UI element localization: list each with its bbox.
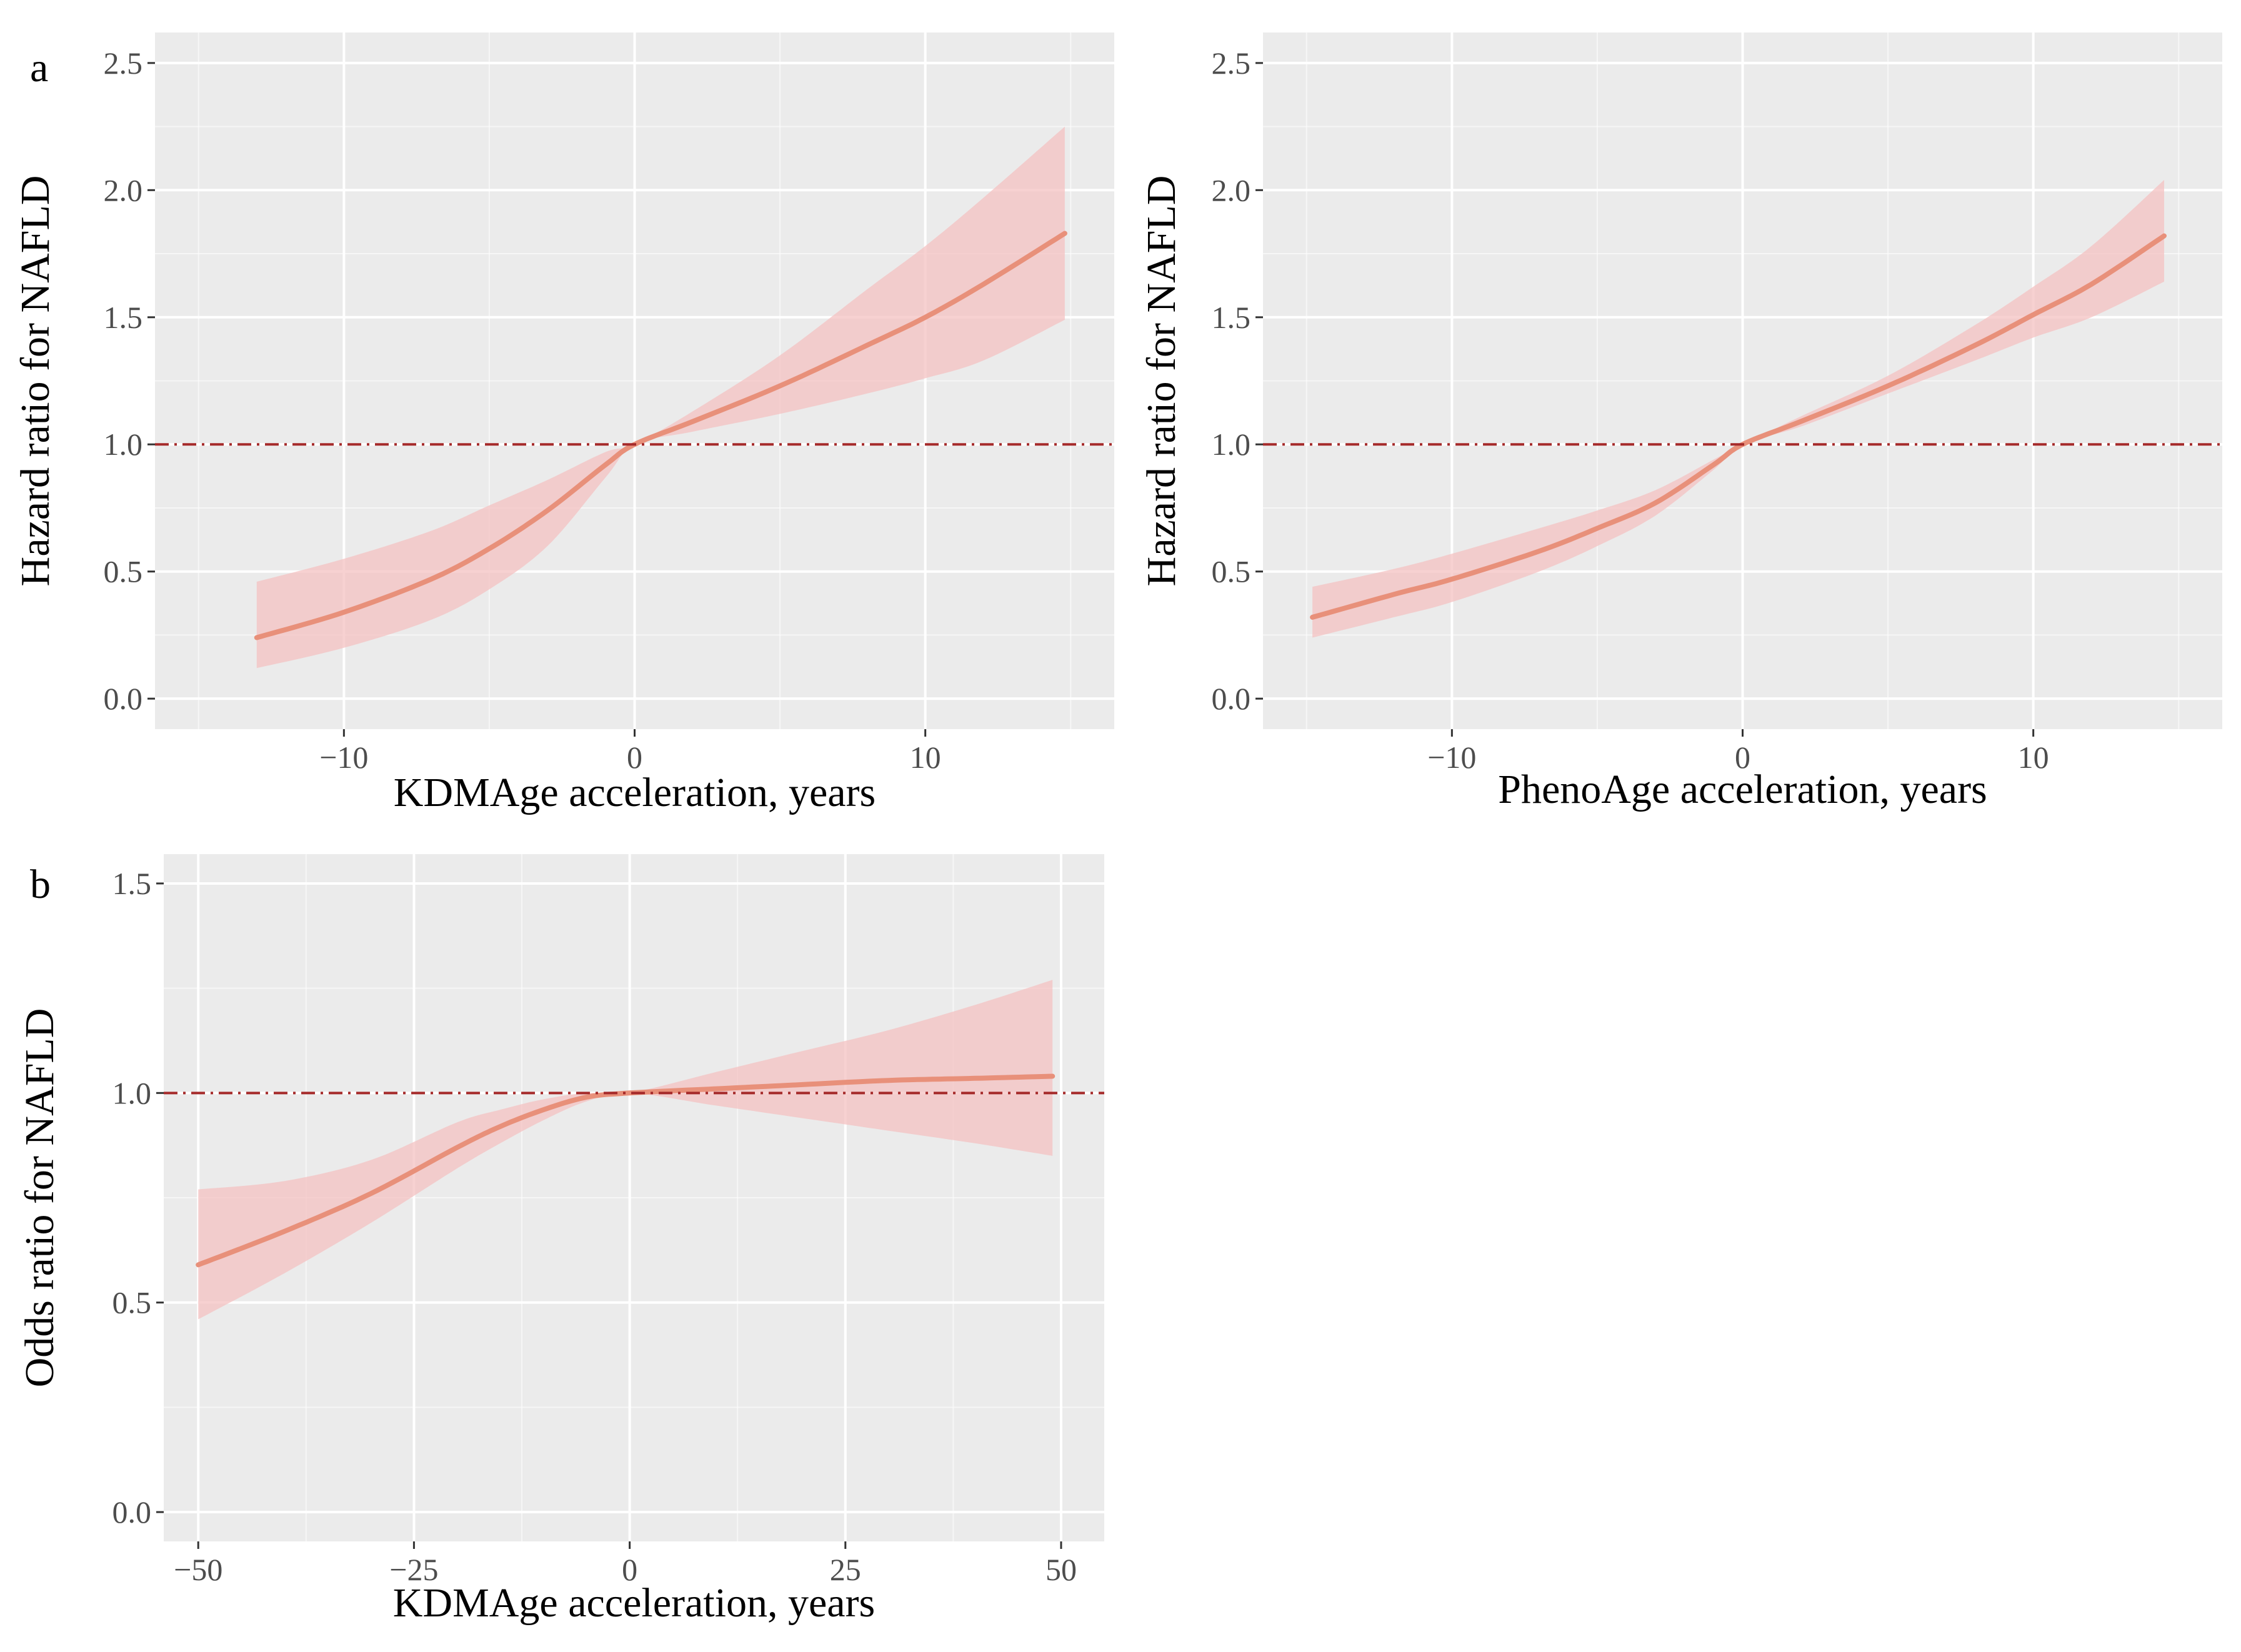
y-axis-title: Hazard ratio for NAFLD: [1139, 176, 1184, 587]
x-tick-label: 10: [910, 740, 941, 775]
y-tick-label: 0.0: [112, 1495, 152, 1530]
y-tick-label: 2.5: [104, 46, 143, 81]
y-tick-label: 0.5: [1212, 554, 1251, 589]
y-tick-label: 0.5: [104, 554, 143, 589]
y-tick-label: 1.5: [1212, 300, 1251, 335]
x-tick-label: −50: [174, 1552, 222, 1587]
y-tick-label: 1.5: [112, 866, 152, 901]
y-tick-label: 1.0: [104, 427, 143, 462]
y-axis-title: Hazard ratio for NAFLD: [12, 176, 58, 587]
x-tick-label: −10: [1427, 740, 1476, 775]
x-tick-label: 0: [622, 1552, 637, 1587]
x-tick-label: 50: [1046, 1552, 1077, 1587]
y-axis-title: Odds ratio for NAFLD: [17, 1008, 62, 1388]
chart-panel-pheno-hr: −10 0 10 0.0 0.5 1.0 1.5 2.0 2.5 PhenoAge acceler…: [1139, 32, 2222, 812]
y-tick-label: 2.0: [1212, 172, 1251, 207]
y-tick-label: 2.5: [1212, 46, 1251, 81]
chart-panel-kdm-or: −50 −25 0 25 50 0.0 0.5 1.0 1.5 KDMAge accelerati…: [17, 854, 1104, 1626]
x-axis-title: KDMAge acceleration, years: [394, 770, 876, 815]
x-tick-label: 0: [627, 740, 642, 775]
x-tick-label: 25: [830, 1552, 861, 1587]
confidence-band: [198, 980, 1053, 1320]
chart-panel-kdm-hr: −10 0 10 0.0 0.5 1.0 1.5 2.0 2.5 KDMAge accelerat…: [12, 32, 1114, 815]
y-tick-label: 1.5: [104, 300, 143, 335]
panel-letter: b: [30, 862, 51, 907]
x-tick-label: 10: [2018, 740, 2049, 775]
x-tick-label: −10: [319, 740, 368, 775]
x-tick-label: −25: [389, 1552, 438, 1587]
y-tick-label: 1.0: [112, 1075, 152, 1110]
y-tick-label: 0.5: [112, 1285, 152, 1320]
x-axis-title: KDMAge acceleration, years: [393, 1580, 875, 1626]
x-tick-label: 0: [1735, 740, 1750, 775]
series-line: [196, 1073, 1056, 1268]
y-tick-label: 1.0: [1212, 427, 1251, 462]
y-tick-label: 0.0: [104, 681, 143, 716]
x-axis-title: PhenoAge acceleration, years: [1498, 767, 1987, 812]
confidence-band: [256, 126, 1065, 669]
panel-letter: a: [30, 45, 48, 91]
y-tick-label: 2.0: [104, 172, 143, 207]
y-tick-label: 0.0: [1212, 681, 1251, 716]
series-line: [1310, 233, 2167, 620]
